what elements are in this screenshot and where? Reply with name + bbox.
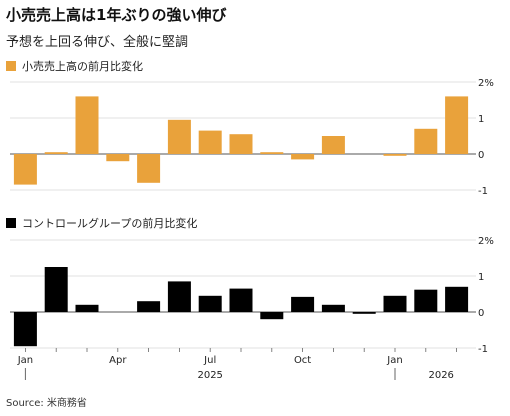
bar-control-2025-05 [137,301,161,312]
ytick-label-retail: 2% [478,78,494,89]
bar-control-2025-10 [291,296,315,312]
chart-subtitle: 予想を上回る伸び、全般に堅調 [6,35,189,50]
bar-retail-2025-05 [137,154,161,183]
bar-retail-2025-06 [167,119,191,154]
x-tick-label: Apr [109,355,127,366]
bar-control-2026-01 [383,295,407,312]
x-tick-label: Jan [386,355,402,366]
ytick-label-control: 1 [478,272,484,283]
x-tick-label: Jan [17,355,33,366]
ytick-label-retail: 0 [478,150,484,161]
bar-control-2025-08 [229,288,253,312]
bar-retail-2026-02 [414,128,438,154]
bar-control-2025-03 [75,304,99,312]
ytick-label-retail: 1 [478,114,484,125]
bar-control-2026-02 [414,289,438,312]
ytick-label-control: 2% [478,236,494,247]
bar-control-2025-07 [198,295,222,312]
bar-retail-2025-10 [291,154,315,160]
ytick-label-retail: -1 [478,186,488,197]
bar-retail-2025-03 [75,96,99,154]
legend-control-group: コントロールグループの前月比変化 [6,215,197,231]
bar-retail-2025-09 [260,152,284,154]
x-tick-label: Oct [294,355,311,366]
bar-control-2025-01 [13,312,37,347]
chart-title: 小売売上高は1年ぶりの強い伸び [6,6,227,24]
bar-retail-2025-08 [229,134,253,154]
year-label: 2025 [197,370,222,381]
legend-swatch-black [6,218,16,228]
source-note: Source: 米商務省 [6,398,87,409]
bar-retail-2026-01 [383,154,407,156]
x-tick-label: Jul [203,355,216,366]
year-label: 2026 [428,370,453,381]
bar-control-2025-09 [260,312,284,320]
bar-retail-2025-02 [44,152,68,154]
bar-control-2025-02 [44,267,68,312]
legend-label-retail-sales: 小売売上高の前月比変化 [22,60,143,73]
bar-retail-2026-03 [445,96,469,154]
ytick-label-control: -1 [478,344,488,355]
legend-retail-sales: 小売売上高の前月比変化 [6,58,143,74]
bar-control-2025-06 [167,281,191,312]
ytick-label-control: 0 [478,308,484,319]
legend-swatch-orange [6,61,16,71]
bar-control-2026-03 [445,286,469,312]
bar-retail-2025-07 [198,130,222,154]
bar-control-2025-12 [352,312,376,314]
bar-retail-2025-01 [13,154,37,185]
bar-retail-2025-11 [321,136,345,154]
bar-retail-2025-04 [106,154,130,162]
legend-label-control-group: コントロールグループの前月比変化 [22,217,198,230]
bar-control-2025-11 [321,304,345,312]
